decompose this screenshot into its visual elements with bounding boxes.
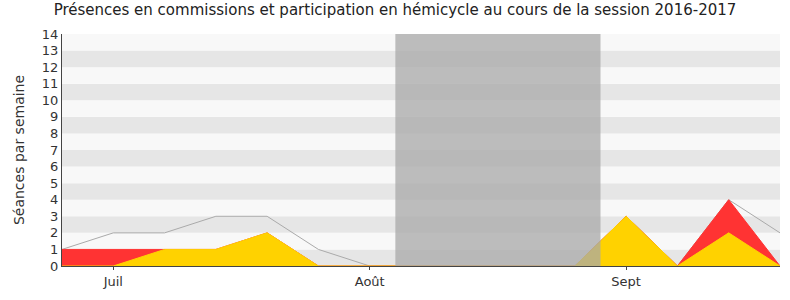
svg-text:3: 3 <box>50 209 58 224</box>
svg-text:5: 5 <box>50 176 58 191</box>
svg-text:9: 9 <box>50 109 58 124</box>
svg-text:Séances par semaine: Séances par semaine <box>11 75 27 225</box>
svg-text:8: 8 <box>50 126 58 141</box>
svg-text:13: 13 <box>42 43 59 58</box>
svg-text:11: 11 <box>42 76 59 91</box>
svg-text:12: 12 <box>42 60 59 75</box>
svg-text:7: 7 <box>50 143 58 158</box>
svg-text:4: 4 <box>50 192 58 207</box>
svg-text:1: 1 <box>50 242 58 257</box>
svg-text:Présences en commissions et pa: Présences en commissions et participatio… <box>54 1 737 19</box>
svg-text:Août: Août <box>355 274 385 289</box>
svg-text:14: 14 <box>42 27 59 42</box>
svg-text:Sept: Sept <box>611 274 641 289</box>
svg-text:2: 2 <box>50 225 58 240</box>
svg-text:Juil: Juil <box>103 274 123 289</box>
svg-text:10: 10 <box>42 93 59 108</box>
svg-text:0: 0 <box>50 259 58 274</box>
svg-text:6: 6 <box>50 159 58 174</box>
